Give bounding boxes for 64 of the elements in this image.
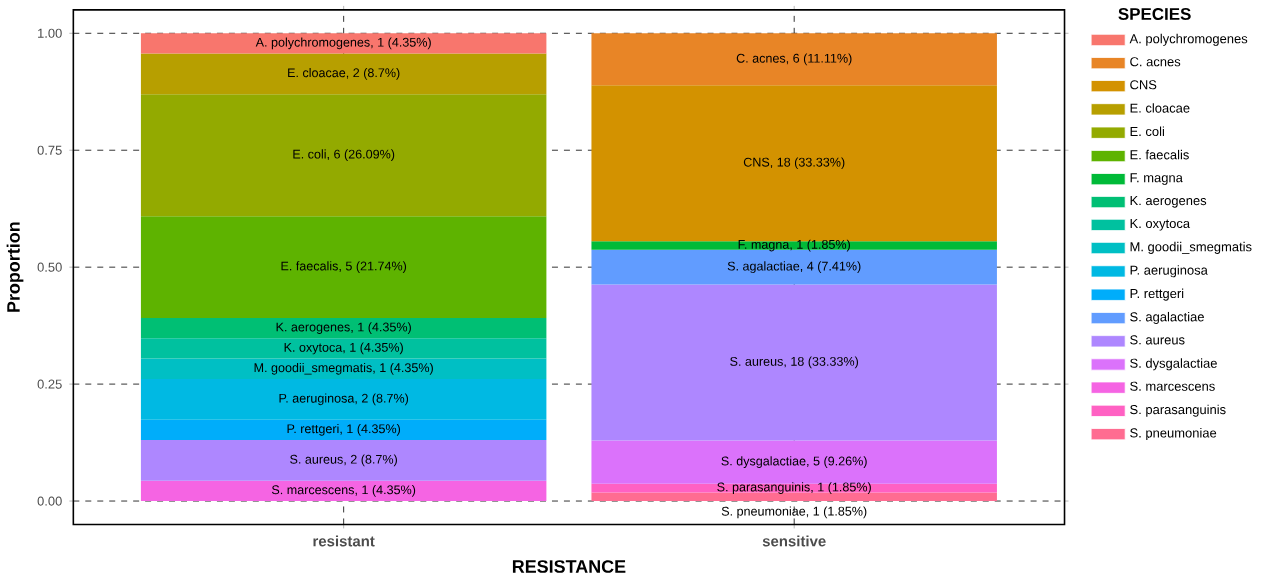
- y-tick-label: 0.25: [37, 379, 62, 389]
- x-tick-label: sensitive: [762, 535, 826, 547]
- bar: [140, 53, 547, 95]
- legend-label: S. agalactiae: [1130, 312, 1204, 325]
- bar: [591, 241, 997, 251]
- y-axis-title: Proportion: [6, 222, 24, 313]
- legend-label: K. oxytoca: [1130, 219, 1191, 231]
- bar: [140, 358, 547, 380]
- data-label: S. marcescens, 1 (4.35%): [271, 485, 416, 497]
- legend-label: E. cloacae: [1130, 103, 1190, 113]
- data-label: S. aureus, 2 (8.7%): [290, 454, 397, 467]
- legend-label: C. acnes: [1130, 57, 1181, 67]
- legend-label: P. rettgeri: [1130, 288, 1184, 301]
- data-label: E. coli, 6 (26.09%): [293, 149, 395, 162]
- data-label: M. goodii_smegmatis, 1 (4.35%): [254, 363, 433, 375]
- bar: [140, 33, 547, 54]
- bar: [591, 492, 997, 502]
- bar: [140, 419, 547, 441]
- data-label: E. faecalis, 5 (21.74%): [281, 261, 407, 274]
- bar: [591, 33, 997, 86]
- legend-label: S. dysgalactiae: [1130, 358, 1217, 371]
- data-label: F. magna, 1 (1.85%): [738, 239, 850, 252]
- legend-label: S. aureus: [1130, 335, 1185, 345]
- legend-label: F. magna: [1130, 173, 1183, 186]
- bar: [591, 440, 997, 484]
- legend-label: M. goodii_smegmatis: [1130, 242, 1252, 255]
- legend-label: K. aerogenes: [1130, 196, 1207, 208]
- data-label: S. agalactiae, 4 (7.41%): [727, 261, 861, 274]
- data-label: P. aeruginosa, 2 (8.7%): [279, 393, 409, 406]
- bar: [140, 216, 547, 319]
- legend-label: S. marcescens: [1130, 381, 1215, 392]
- bar: [140, 379, 547, 420]
- bar: [140, 338, 547, 359]
- bar: [591, 284, 997, 441]
- y-tick-label: 0.00: [37, 496, 62, 506]
- data-label: C. acnes, 6 (11.11%): [736, 53, 852, 66]
- data-label: E. cloacae, 2 (8.7%): [288, 68, 400, 80]
- legend-label: P. aeruginosa: [1130, 265, 1208, 278]
- bar: [140, 94, 547, 217]
- legend-label: A. polychromogenes: [1129, 34, 1248, 47]
- data-label: CNS, 18 (33.33%): [743, 157, 845, 170]
- legend-label: S. parasanguinis: [1130, 404, 1226, 417]
- data-label: S. aureus, 18 (33.33%): [730, 356, 859, 369]
- data-label: A. polychromogenes, 1 (4.35%): [255, 37, 431, 50]
- legend-label: E. faecalis: [1130, 150, 1189, 160]
- data-label: K. aerogenes, 1 (4.35%): [276, 322, 411, 335]
- y-tick-label: 0.50: [37, 262, 62, 272]
- x-axis-title: RESISTANCE: [512, 560, 626, 574]
- bar: [140, 318, 547, 339]
- data-label: S. dysgalactiae, 5 (9.26%): [721, 456, 867, 469]
- bar: [140, 440, 547, 481]
- y-tick-label: 1.00: [38, 28, 62, 39]
- legend-label: E. coli: [1130, 126, 1164, 137]
- data-label: P. rettgeri, 1 (4.35%): [287, 424, 401, 436]
- legend-label: S. pneumoniae: [1130, 428, 1217, 441]
- data-label: S. pneumoniae, 1 (1.85%): [721, 506, 867, 519]
- y-tick-label: 0.75: [37, 145, 62, 156]
- bar: [591, 250, 997, 285]
- legend-title: SPECIES: [1118, 8, 1191, 21]
- x-tick-label: resistant: [313, 535, 375, 547]
- legend-label: CNS: [1130, 80, 1157, 90]
- data-label: S. parasanguinis, 1 (1.85%): [717, 482, 871, 495]
- bar: [140, 480, 547, 502]
- data-label: K. oxytoca, 1 (4.35%): [284, 342, 403, 355]
